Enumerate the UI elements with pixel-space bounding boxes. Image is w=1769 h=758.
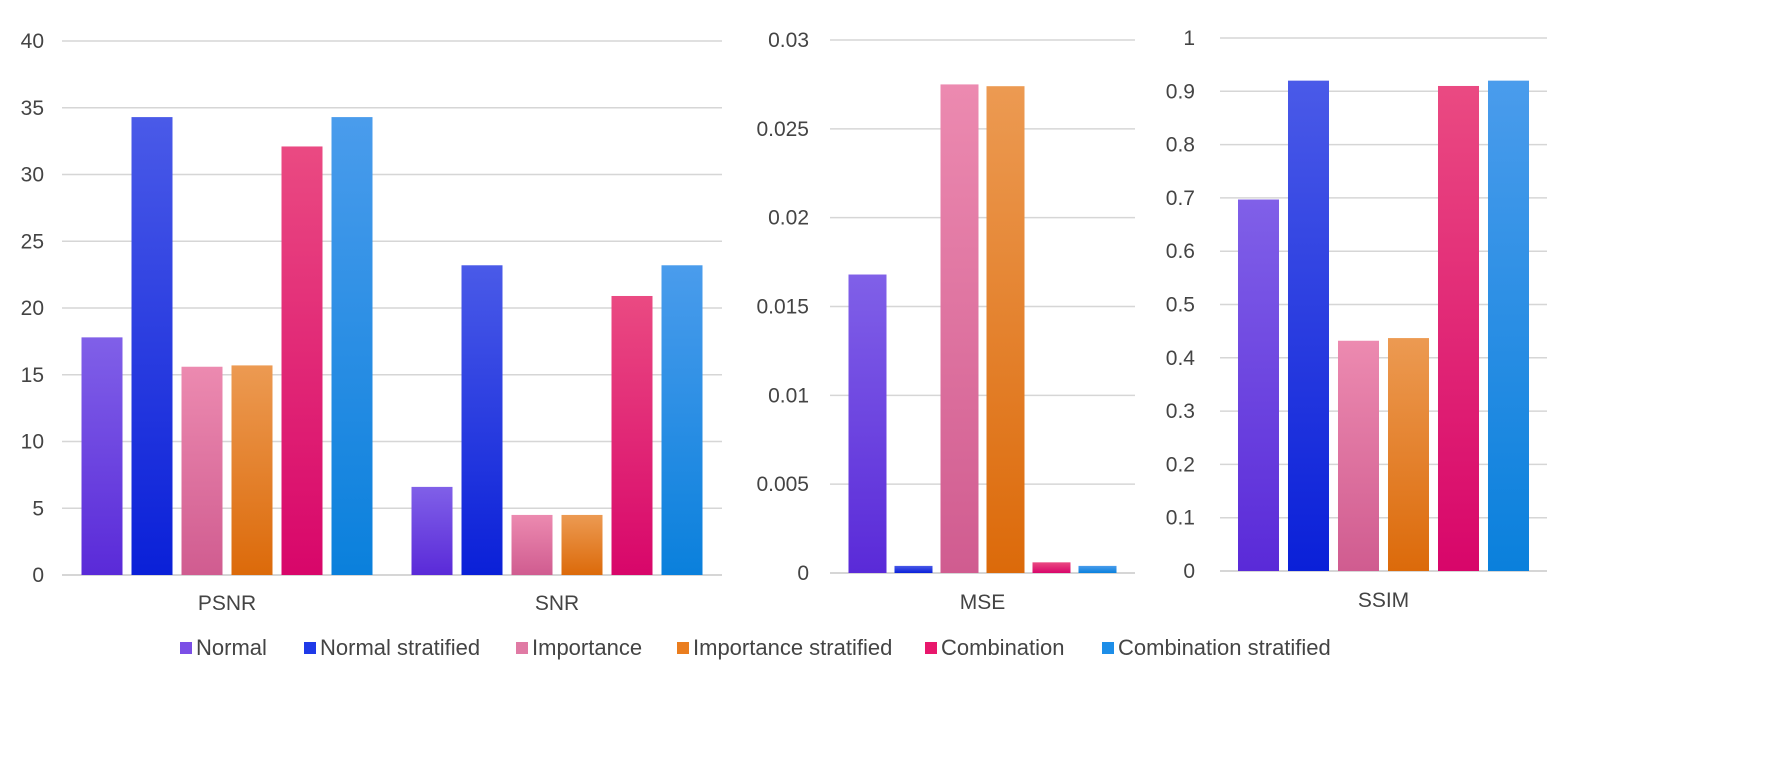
bar-importance-stratified: [986, 86, 1025, 574]
y-tick-label: 30: [21, 164, 44, 187]
bar-importance: [511, 514, 553, 575]
legend-swatch: [180, 642, 192, 654]
legend-label: Importance: [532, 635, 642, 660]
bar-combination: [1438, 85, 1479, 571]
y-tick-label: 0.6: [1166, 240, 1195, 263]
legend-label: Combination: [941, 635, 1065, 660]
y-tick-label: 0.4: [1166, 347, 1196, 370]
bar-normal: [411, 486, 453, 575]
bar-normal: [848, 274, 887, 573]
bar-normal-stratified: [131, 117, 173, 575]
y-tick-label: 0: [1183, 560, 1195, 583]
category-label: PSNR: [198, 592, 256, 615]
y-tick-label: 40: [21, 30, 44, 53]
bar-combination-stratified: [331, 117, 373, 575]
legend-label: Normal: [196, 635, 267, 660]
bar-normal-stratified: [461, 265, 503, 575]
y-tick-label: 10: [21, 431, 44, 454]
y-tick-label: 0.03: [768, 29, 809, 52]
y-tick-label: 0: [797, 562, 809, 585]
y-tick-label: 25: [21, 230, 44, 253]
y-tick-label: 1: [1183, 27, 1195, 50]
y-tick-label: 5: [32, 497, 44, 520]
category-label: SNR: [535, 592, 579, 615]
legend-swatch: [304, 642, 316, 654]
bar-combination-stratified: [661, 265, 703, 575]
bar-normal: [81, 337, 123, 575]
bar-importance-stratified: [231, 365, 273, 575]
y-tick-label: 0.9: [1166, 80, 1195, 103]
bar-importance: [1338, 340, 1379, 571]
legend: Normal Normal stratified Importance Importa…: [180, 635, 1331, 660]
chart-psnr-snr: 0 5 10 15 20 25 30 35 40 PSNR SNR: [21, 30, 722, 615]
y-tick-label: 0.1: [1166, 507, 1195, 530]
y-tick-label: 35: [21, 97, 44, 120]
legend-label: Combination stratified: [1118, 635, 1331, 660]
y-tick-label: 0: [32, 564, 44, 587]
y-tick-label: 0.3: [1166, 400, 1195, 423]
legend-swatch: [677, 642, 689, 654]
y-tick-label: 0.015: [756, 296, 809, 319]
bar-combination: [611, 295, 653, 575]
bar-importance: [940, 84, 979, 574]
y-tick-label: 15: [21, 364, 44, 387]
chart-mse: 0 0.005 0.01 0.015 0.02 0.025 0.03 MSE: [756, 29, 1135, 614]
y-tick-label: 20: [21, 297, 44, 320]
legend-label: Importance stratified: [693, 635, 892, 660]
bar-combination-stratified: [1488, 80, 1529, 571]
y-tick-label: 0.2: [1166, 453, 1195, 476]
y-tick-label: 0.005: [756, 473, 809, 496]
bar-importance-stratified: [561, 514, 603, 575]
y-tick-label: 0.7: [1166, 187, 1195, 210]
bar-combination-stratified: [1078, 565, 1117, 573]
bar-combination: [281, 146, 323, 575]
category-label: MSE: [960, 591, 1006, 614]
bar-importance-stratified: [1388, 338, 1429, 571]
category-label: SSIM: [1358, 589, 1409, 612]
bar-combination: [1032, 562, 1071, 573]
y-tick-label: 0.5: [1166, 294, 1195, 317]
y-tick-label: 0.8: [1166, 134, 1195, 157]
y-tick-label: 0.02: [768, 207, 809, 230]
bar-normal-stratified: [1288, 80, 1329, 571]
legend-swatch: [925, 642, 937, 654]
bar-normal-stratified: [894, 565, 933, 573]
chart-ssim: 0 0.1 0.2 0.3 0.4 0.5 0.6 0.7 0.8 0.9 1 SSIM: [1166, 27, 1547, 612]
legend-swatch: [1102, 642, 1114, 654]
y-tick-label: 0.01: [768, 384, 809, 407]
y-tick-label: 0.025: [756, 118, 809, 141]
bar-importance: [181, 366, 223, 575]
legend-swatch: [516, 642, 528, 654]
bar-normal: [1238, 199, 1279, 571]
legend-label: Normal stratified: [320, 635, 480, 660]
